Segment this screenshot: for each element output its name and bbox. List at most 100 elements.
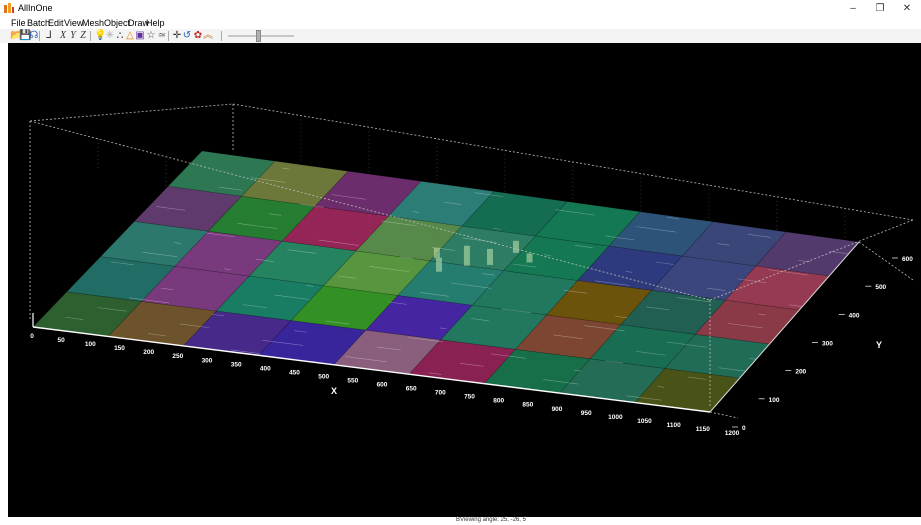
building-edge [676, 297, 712, 303]
building-edge [460, 363, 484, 367]
building-edge [419, 292, 449, 297]
building-block [435, 257, 442, 272]
building-edge [553, 334, 583, 340]
status-text: BViewing angle: 25, -26, 5 [456, 517, 526, 523]
building-edge [728, 323, 763, 329]
building-edge [300, 203, 324, 208]
building-edge [615, 315, 628, 319]
x-axis-line [32, 326, 711, 413]
x-tick-label: 1100 [667, 422, 681, 429]
building-edge [211, 313, 224, 317]
close-button[interactable]: ✕ [902, 3, 912, 14]
toolbar-separator [90, 31, 91, 41]
menu-help[interactable]: Help [146, 18, 165, 28]
building-edge [718, 367, 746, 372]
mesh-icon[interactable]: ⛬ [116, 30, 124, 41]
building-edge [513, 263, 537, 268]
building-edge [428, 372, 442, 375]
building-edge [543, 379, 579, 385]
y-tick-label: 200 [795, 369, 806, 376]
z-axis-icon[interactable]: Z [80, 30, 86, 41]
x-tick-label: 700 [435, 390, 446, 397]
menu-object[interactable]: Object [104, 18, 131, 28]
paint-icon[interactable]: ✿ [193, 30, 203, 41]
building-edge [306, 285, 314, 287]
rotate-icon[interactable]: ↺ [182, 30, 192, 41]
y-axis-line [709, 241, 860, 413]
x-tick-label: 50 [58, 337, 66, 344]
building-edge [179, 323, 210, 328]
x-tick-label: 350 [231, 361, 242, 368]
building-edge [230, 349, 261, 354]
building-edge [65, 316, 84, 320]
y-tick-label: 0 [742, 425, 746, 432]
star-icon[interactable]: ☆ [146, 30, 156, 41]
building-edge [268, 213, 282, 216]
axis-icon[interactable]: ⅃ [46, 30, 52, 41]
status-bar: BViewing angle: 25, -26, 5 [0, 517, 921, 525]
x-tick-label: 200 [143, 349, 154, 356]
y-tick-label: 500 [875, 284, 886, 291]
x-tick-label: 950 [581, 410, 592, 417]
building-edge [555, 209, 595, 216]
maximize-button[interactable]: ❐ [875, 3, 885, 14]
wave-icon[interactable]: ︽ [203, 30, 213, 41]
building-edge [156, 206, 186, 211]
3d-scene[interactable]: 0 50 100 150 200 250 300 350 400 450 500 550 600 650 7… [8, 43, 921, 517]
building-block [487, 248, 494, 265]
building-block [526, 253, 533, 263]
menu-edit[interactable]: Edit [48, 18, 64, 28]
building-edge [443, 201, 462, 205]
toolbar-separator [39, 31, 40, 41]
building-edge [789, 304, 803, 307]
building-edge [666, 217, 680, 220]
building-edge [147, 333, 167, 337]
x-tick-label: 100 [85, 341, 96, 348]
menu-bar: File Batch Edit View Mesh Object Draw He… [0, 17, 921, 29]
palette-icon[interactable]: ▣ [135, 30, 145, 41]
bbox-edge [709, 219, 914, 301]
building-edge [294, 330, 307, 333]
open-folder-icon[interactable]: 📂 [10, 30, 23, 41]
minimize-button[interactable]: – [850, 3, 856, 14]
building-edge [388, 301, 407, 305]
menu-draw[interactable]: Draw [128, 18, 150, 28]
move-icon[interactable]: ✛ [172, 30, 182, 41]
building-edge [369, 266, 410, 272]
building-edge [584, 325, 625, 332]
building-edge [282, 167, 290, 170]
curve-icon[interactable]: ≃ [157, 30, 167, 41]
building-edge [412, 211, 420, 213]
building-edge [688, 376, 707, 380]
building-edge [493, 228, 501, 230]
menu-view[interactable]: View [64, 18, 84, 28]
bbox-edge [858, 241, 914, 281]
building-edge [636, 226, 676, 233]
3d-viewport[interactable]: 0 50 100 150 200 250 300 350 400 450 500 550 600 650 7… [8, 43, 921, 517]
building-edge [255, 258, 274, 262]
save-icon[interactable]: 💾 [19, 30, 32, 41]
x-axis-icon[interactable]: X [59, 30, 67, 41]
x-tick-label: 400 [260, 365, 271, 372]
bbox-edge [29, 103, 234, 122]
x-tick-label: 300 [202, 357, 213, 364]
light-bulb-icon[interactable]: 💡 [94, 30, 107, 41]
building-edge [828, 250, 849, 255]
building-edge [625, 271, 633, 273]
fill-icon[interactable]: △ [126, 30, 134, 41]
building-edge [605, 360, 624, 364]
menu-batch[interactable]: Batch [27, 18, 51, 28]
sparkle-icon[interactable]: ✳ [105, 30, 115, 41]
menu-mesh[interactable]: Mesh [82, 18, 105, 28]
bbox-edge [29, 120, 711, 301]
window-title: AllInOne [18, 3, 53, 13]
network-icon[interactable]: ☊ [29, 30, 39, 41]
y-axis-icon[interactable]: Y [70, 30, 76, 41]
slider-track[interactable] [228, 35, 294, 37]
building-edge [142, 251, 178, 258]
y-tick-label: 400 [849, 312, 860, 319]
menu-file[interactable]: File [11, 18, 26, 28]
slider-thumb[interactable] [255, 30, 261, 42]
building-edge [174, 242, 181, 244]
building-edge [737, 278, 767, 284]
